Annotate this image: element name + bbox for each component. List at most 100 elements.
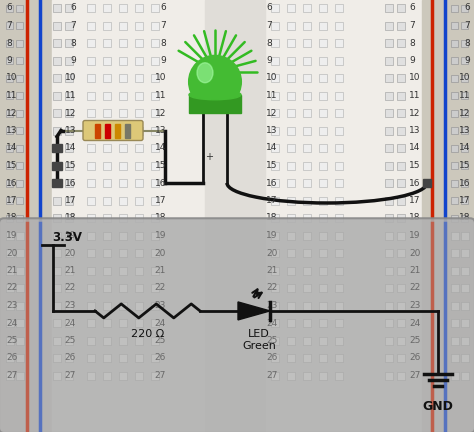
- Bar: [6, 284, 14, 292]
- Bar: [87, 162, 95, 169]
- Text: 13: 13: [64, 126, 76, 135]
- Text: 6: 6: [6, 3, 12, 13]
- Bar: [6, 372, 14, 379]
- Bar: [103, 74, 111, 82]
- Bar: [335, 162, 343, 169]
- Bar: [17, 4, 24, 12]
- Bar: [271, 354, 279, 362]
- Bar: [271, 302, 279, 309]
- Bar: [452, 144, 458, 152]
- Bar: [87, 354, 95, 362]
- Bar: [103, 354, 111, 362]
- Bar: [65, 232, 73, 239]
- Bar: [135, 284, 143, 292]
- Text: 7: 7: [70, 21, 76, 30]
- Bar: [7, 39, 13, 47]
- Bar: [452, 74, 458, 82]
- Bar: [103, 284, 111, 292]
- Text: 22: 22: [409, 283, 420, 292]
- Bar: [103, 337, 111, 344]
- Bar: [151, 109, 159, 117]
- Bar: [87, 337, 95, 344]
- Text: 24: 24: [6, 318, 17, 327]
- Text: 26: 26: [409, 353, 420, 362]
- Bar: [119, 284, 127, 292]
- Bar: [87, 109, 95, 117]
- Bar: [151, 22, 159, 29]
- Bar: [335, 74, 343, 82]
- Text: 23: 23: [155, 301, 166, 310]
- Bar: [462, 92, 468, 99]
- Bar: [335, 232, 343, 239]
- Bar: [287, 127, 295, 134]
- Bar: [7, 162, 13, 169]
- Bar: [452, 162, 458, 169]
- Bar: [53, 22, 61, 29]
- Bar: [135, 337, 143, 344]
- Bar: [135, 372, 143, 379]
- Text: 12: 12: [155, 108, 166, 118]
- Bar: [303, 109, 311, 117]
- Text: 17: 17: [6, 196, 18, 205]
- Text: 7: 7: [6, 21, 12, 30]
- Bar: [451, 319, 459, 327]
- Text: 21: 21: [6, 266, 18, 275]
- Bar: [271, 267, 279, 274]
- Bar: [319, 92, 327, 99]
- Text: 16: 16: [458, 178, 470, 187]
- Bar: [53, 162, 61, 169]
- Text: 18: 18: [155, 213, 166, 222]
- Bar: [65, 22, 73, 29]
- Text: 27: 27: [6, 371, 18, 380]
- Bar: [452, 180, 458, 187]
- Bar: [151, 57, 159, 64]
- Bar: [103, 127, 111, 134]
- Bar: [397, 214, 405, 222]
- Bar: [119, 4, 127, 12]
- Bar: [397, 162, 405, 169]
- Bar: [271, 92, 279, 99]
- Text: 23: 23: [64, 301, 76, 310]
- Bar: [135, 179, 143, 187]
- Text: 12: 12: [266, 108, 277, 118]
- Bar: [271, 284, 279, 292]
- Bar: [119, 92, 127, 99]
- Bar: [151, 354, 159, 362]
- Bar: [103, 372, 111, 379]
- Bar: [119, 354, 127, 362]
- Bar: [16, 249, 24, 257]
- Text: 26: 26: [155, 353, 166, 362]
- Bar: [303, 127, 311, 134]
- Ellipse shape: [189, 56, 241, 108]
- Bar: [53, 249, 61, 257]
- Text: 8: 8: [266, 38, 272, 48]
- Bar: [287, 57, 295, 64]
- Bar: [287, 337, 295, 344]
- Bar: [462, 39, 468, 47]
- Text: 16: 16: [155, 178, 166, 187]
- Text: 9: 9: [266, 56, 272, 65]
- Bar: [103, 232, 111, 239]
- Bar: [271, 57, 279, 64]
- Bar: [397, 319, 405, 327]
- Bar: [53, 354, 61, 362]
- Bar: [65, 372, 73, 379]
- Bar: [319, 249, 327, 257]
- Bar: [17, 22, 24, 29]
- Bar: [319, 337, 327, 344]
- Text: 6: 6: [266, 3, 272, 13]
- Bar: [53, 74, 61, 82]
- Bar: [119, 144, 127, 152]
- Bar: [17, 39, 24, 47]
- Text: 14: 14: [64, 143, 76, 152]
- Bar: [17, 162, 24, 169]
- Text: 15: 15: [155, 161, 166, 170]
- Bar: [65, 267, 73, 274]
- Bar: [422, 0, 474, 432]
- Bar: [17, 215, 24, 222]
- Bar: [335, 267, 343, 274]
- Bar: [6, 232, 14, 239]
- Text: 13: 13: [458, 126, 470, 135]
- Bar: [271, 232, 279, 239]
- Bar: [385, 57, 393, 64]
